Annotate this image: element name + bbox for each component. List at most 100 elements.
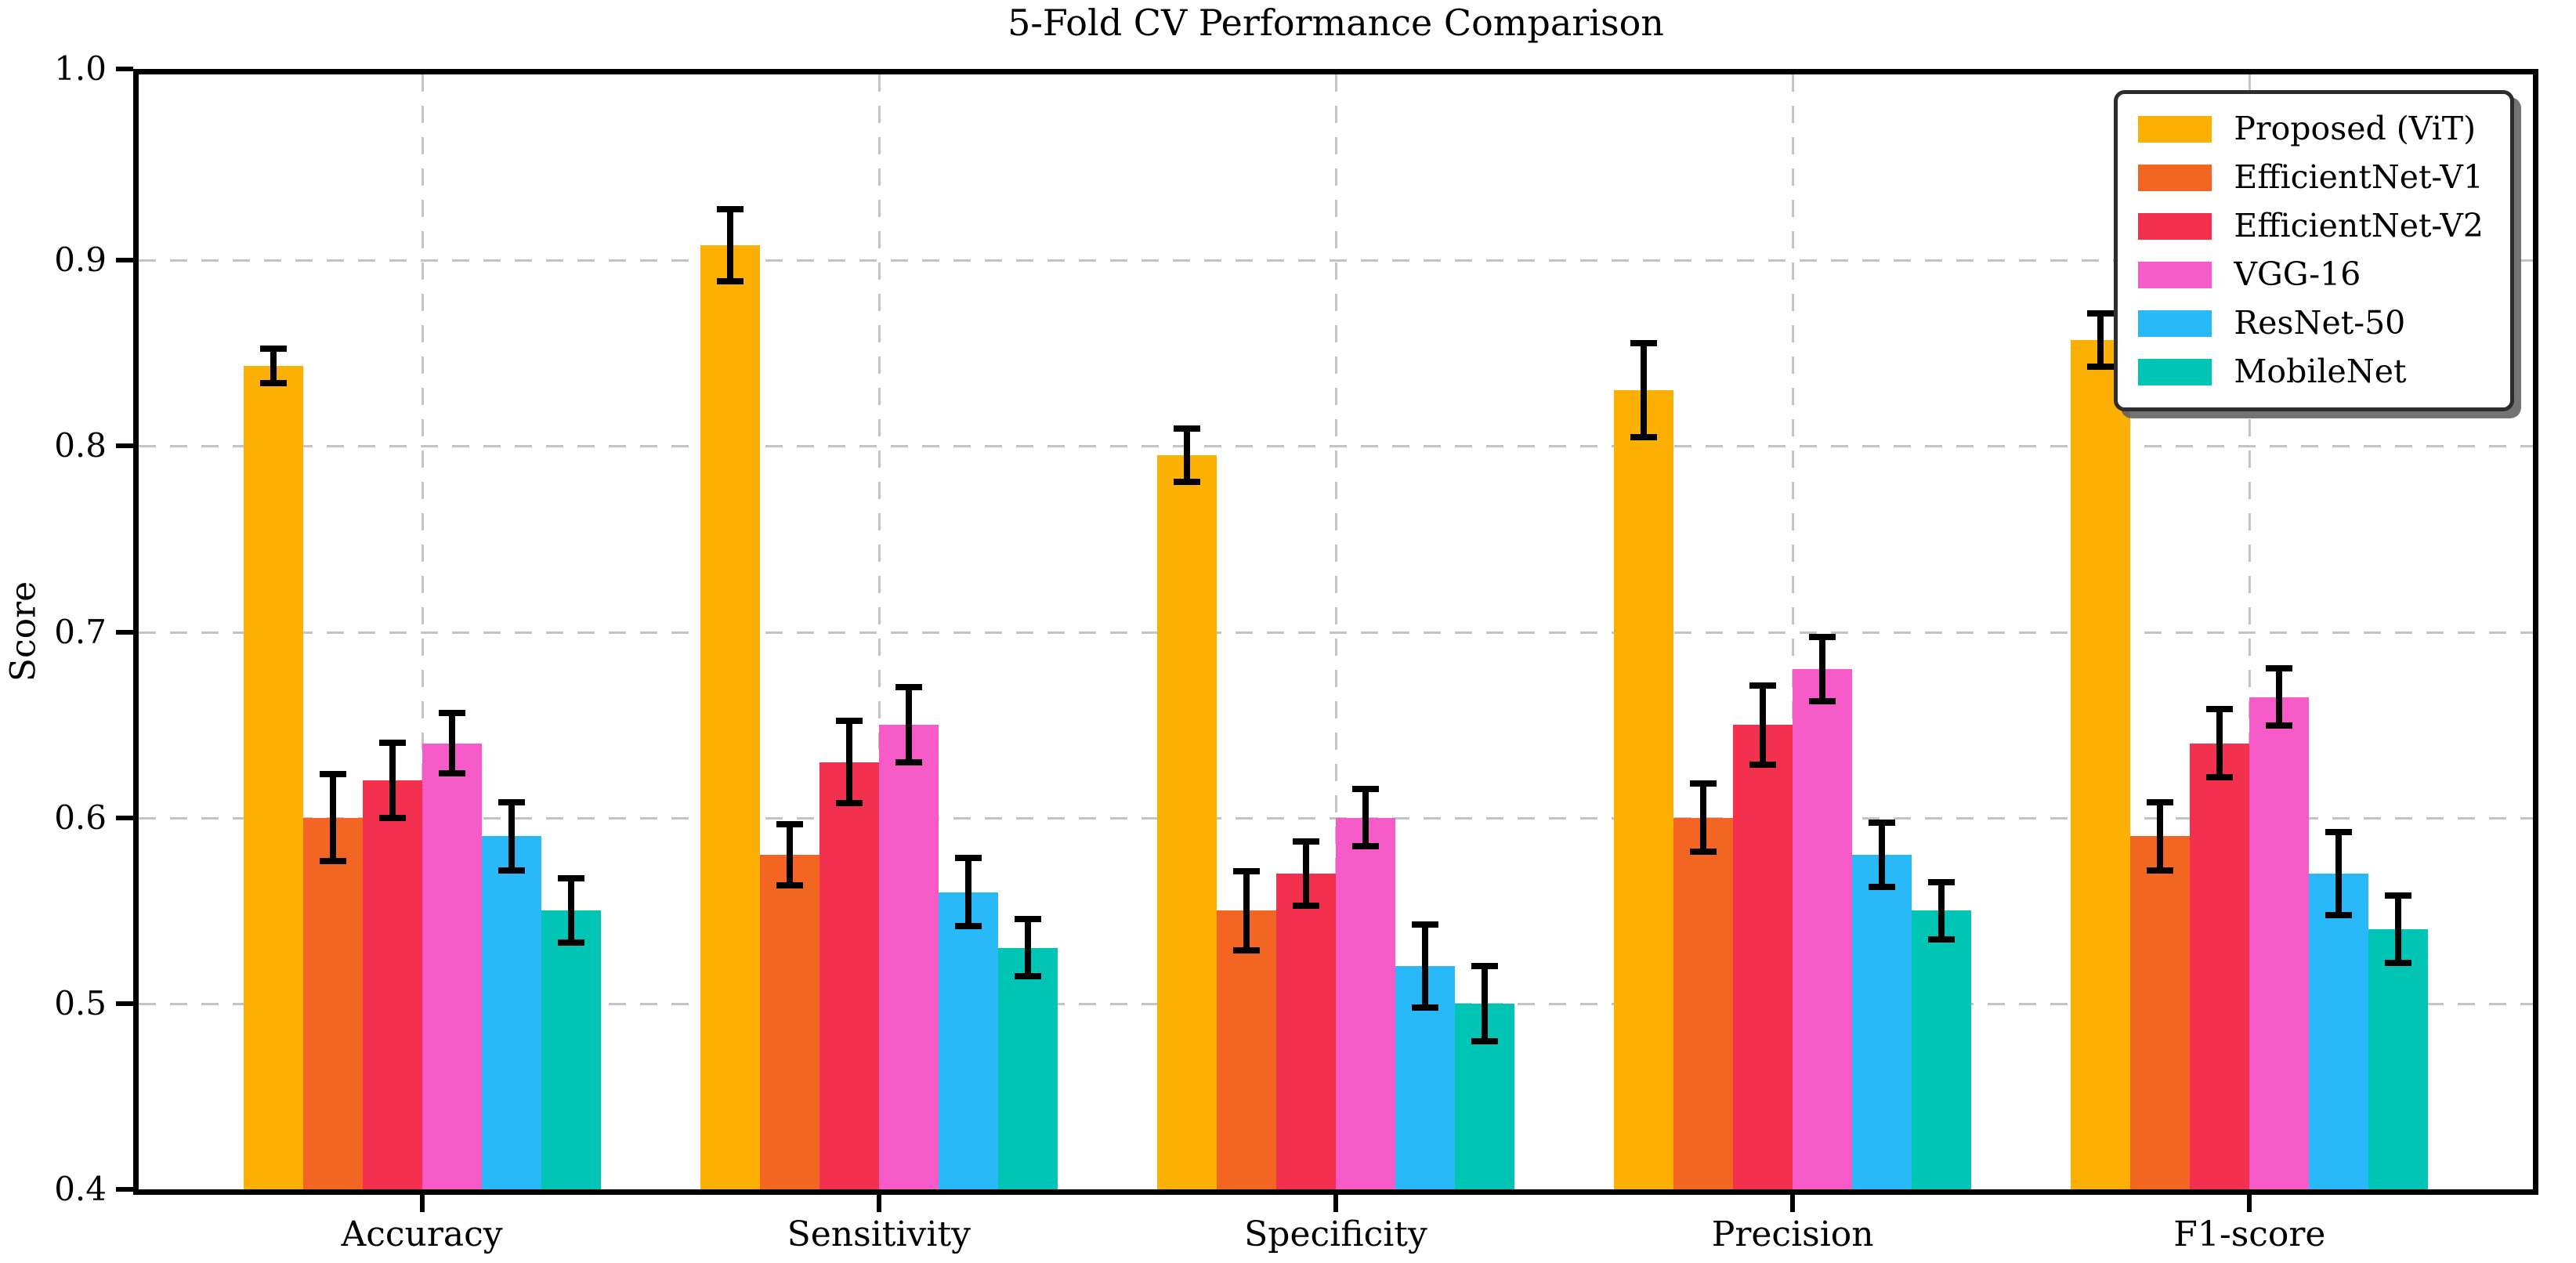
error-cap-bottom [1471,1038,1498,1044]
error-bar-line [845,717,852,807]
error-cap-bottom [2385,960,2412,967]
error-bar-line [567,875,574,946]
error-bar-line [1482,962,1488,1044]
error-cap-bottom [954,922,982,929]
bar-efficientnet-v1 [1673,817,1734,1189]
bar-vgg-16 [2249,697,2310,1189]
error-bar-line [1879,820,1886,891]
error-bar-line [1422,921,1428,1011]
bar-efficientnet-v2 [2190,743,2250,1189]
y-tick-label-0.4: 0.4 [54,1170,107,1208]
error-cap-bottom [895,759,922,766]
error-cap-top [1749,682,1777,689]
error-bar-line [1243,867,1250,954]
legend-swatch-vgg-16 [2138,261,2212,288]
error-cap-top [776,821,803,828]
x-tick-precision [1790,1195,1796,1212]
legend-swatch-resnet-50 [2138,309,2212,337]
y-tick-label-1.0: 1.0 [54,49,107,88]
error-cap-bottom [259,380,287,387]
legend-row-vgg-16: VGG-16 [2138,257,2484,292]
error-bar-line [2335,828,2343,918]
legend-label-proposed-vit-: Proposed (ViT) [2234,110,2477,147]
error-cap-bottom [1233,946,1260,954]
error-cap-top [378,740,406,747]
bar-resnet-50 [481,836,541,1189]
error-cap-bottom [2206,774,2234,781]
bar-mobilenet [2368,928,2429,1189]
legend-label-efficientnet-v2: EfficientNet-V2 [2234,207,2484,245]
error-cap-bottom [1630,434,1658,441]
error-cap-top [1471,962,1498,969]
error-cap-bottom [1352,842,1379,849]
bar-efficientnet-v1 [302,817,363,1189]
bar-proposed-vit- [2071,340,2131,1189]
v-gridline-accuracy [421,74,424,1189]
chart-title: 5-Fold CV Performance Comparison [1008,2,1664,44]
bar-mobilenet [997,947,1058,1189]
error-cap-top [954,855,982,862]
error-bar-line [905,683,912,766]
error-cap-bottom [716,277,743,284]
error-bar-line [964,855,971,929]
bar-vgg-16 [878,725,939,1189]
error-cap-top [1630,340,1658,347]
error-bar-line [2216,706,2223,781]
x-tick-label-precision: Precision [1711,1214,1874,1254]
x-tick-label-accuracy: Accuracy [341,1214,503,1254]
y-tick-label-0.9: 0.9 [54,241,107,280]
error-cap-bottom [1928,935,1956,943]
error-cap-bottom [378,815,406,822]
error-bar-line [1760,682,1767,768]
error-cap-bottom [1749,761,1777,768]
bar-efficientnet-v2 [362,780,422,1189]
error-cap-top [1174,425,1200,432]
error-cap-top [1928,878,1956,885]
error-bar-line [1641,340,1648,441]
legend-row-proposed-vit-: Proposed (ViT) [2138,110,2484,147]
y-tick-0.7 [116,629,133,635]
error-bar-line [1184,425,1190,486]
error-cap-bottom [2325,911,2353,918]
error-cap-bottom [2147,867,2174,874]
error-bar-line [1700,780,1707,856]
error-cap-bottom [1809,697,1836,704]
error-cap-top [835,717,863,724]
legend-swatch-mobilenet [2138,359,2212,386]
bar-efficientnet-v2 [819,762,879,1189]
error-cap-top [1233,867,1260,874]
error-cap-bottom [1174,479,1200,486]
legend-row-efficientnet-v2: EfficientNet-V2 [2138,208,2484,244]
error-cap-bottom [776,881,803,888]
error-bar-line [329,771,336,864]
legend-row-efficientnet-v1: EfficientNet-V1 [2138,159,2484,195]
error-cap-top [716,206,743,213]
error-cap-top [557,875,584,882]
plot-area: Proposed (ViT) EfficientNet-V1 EfficientNe… [133,69,2538,1195]
x-tick-sensitivity [876,1195,881,1212]
legend-label-vgg-16: VGG-16 [2234,255,2361,294]
bar-proposed-vit- [243,366,303,1189]
v-gridline-sensitivity [877,74,881,1189]
y-tick-0.8 [116,443,133,449]
legend-label-resnet-50: ResNet-50 [2234,304,2406,342]
bar-resnet-50 [1852,855,1912,1189]
y-tick-0.6 [116,815,133,820]
error-cap-top [2087,310,2115,317]
y-tick-label-0.8: 0.8 [54,426,107,465]
bar-efficientnet-v2 [1733,725,1793,1189]
error-bar-line [726,206,733,284]
legend-swatch-efficientnet-v1 [2138,164,2212,191]
error-cap-top [2385,892,2412,899]
error-cap-top [1014,916,1041,923]
x-tick-accuracy [419,1195,425,1212]
error-cap-bottom [1869,884,1896,891]
legend-row-resnet-50: ResNet-50 [2138,306,2484,341]
error-cap-bottom [557,939,584,946]
error-cap-top [1690,780,1717,787]
y-tick-label-0.5: 0.5 [54,983,107,1022]
legend: Proposed (ViT) EfficientNet-V1 EfficientNe… [2114,90,2514,411]
v-gridline-specificity [1335,74,1337,1189]
bar-resnet-50 [938,892,998,1189]
